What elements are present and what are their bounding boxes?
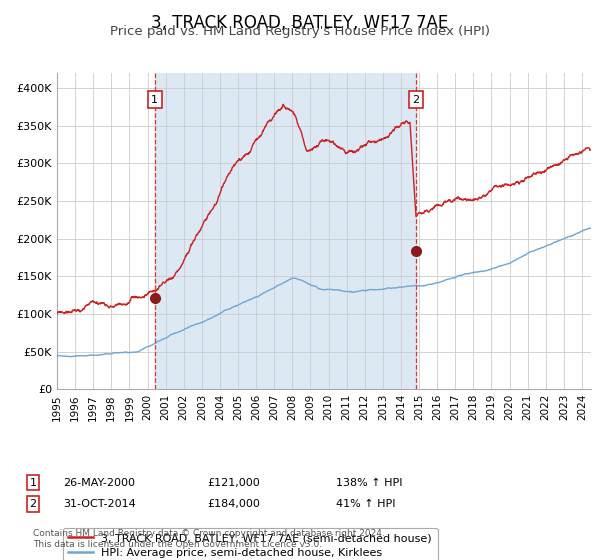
Text: 1: 1 [29,478,37,488]
Text: 41% ↑ HPI: 41% ↑ HPI [336,499,395,509]
Text: 2: 2 [29,499,37,509]
Text: £121,000: £121,000 [207,478,260,488]
Text: 1: 1 [151,95,158,105]
Legend: 3, TRACK ROAD, BATLEY, WF17 7AE (semi-detached house), HPI: Average price, semi-: 3, TRACK ROAD, BATLEY, WF17 7AE (semi-de… [62,528,437,560]
Text: 31-OCT-2014: 31-OCT-2014 [63,499,136,509]
Text: Contains HM Land Registry data © Crown copyright and database right 2024.: Contains HM Land Registry data © Crown c… [33,529,385,538]
Text: 138% ↑ HPI: 138% ↑ HPI [336,478,403,488]
Text: Price paid vs. HM Land Registry's House Price Index (HPI): Price paid vs. HM Land Registry's House … [110,25,490,38]
Bar [155,73,416,389]
Text: £184,000: £184,000 [207,499,260,509]
Text: 2: 2 [412,95,419,105]
Text: This data is licensed under the Open Government Licence v3.0.: This data is licensed under the Open Gov… [33,540,322,549]
Text: 26-MAY-2000: 26-MAY-2000 [63,478,135,488]
Text: 3, TRACK ROAD, BATLEY, WF17 7AE: 3, TRACK ROAD, BATLEY, WF17 7AE [151,14,449,32]
